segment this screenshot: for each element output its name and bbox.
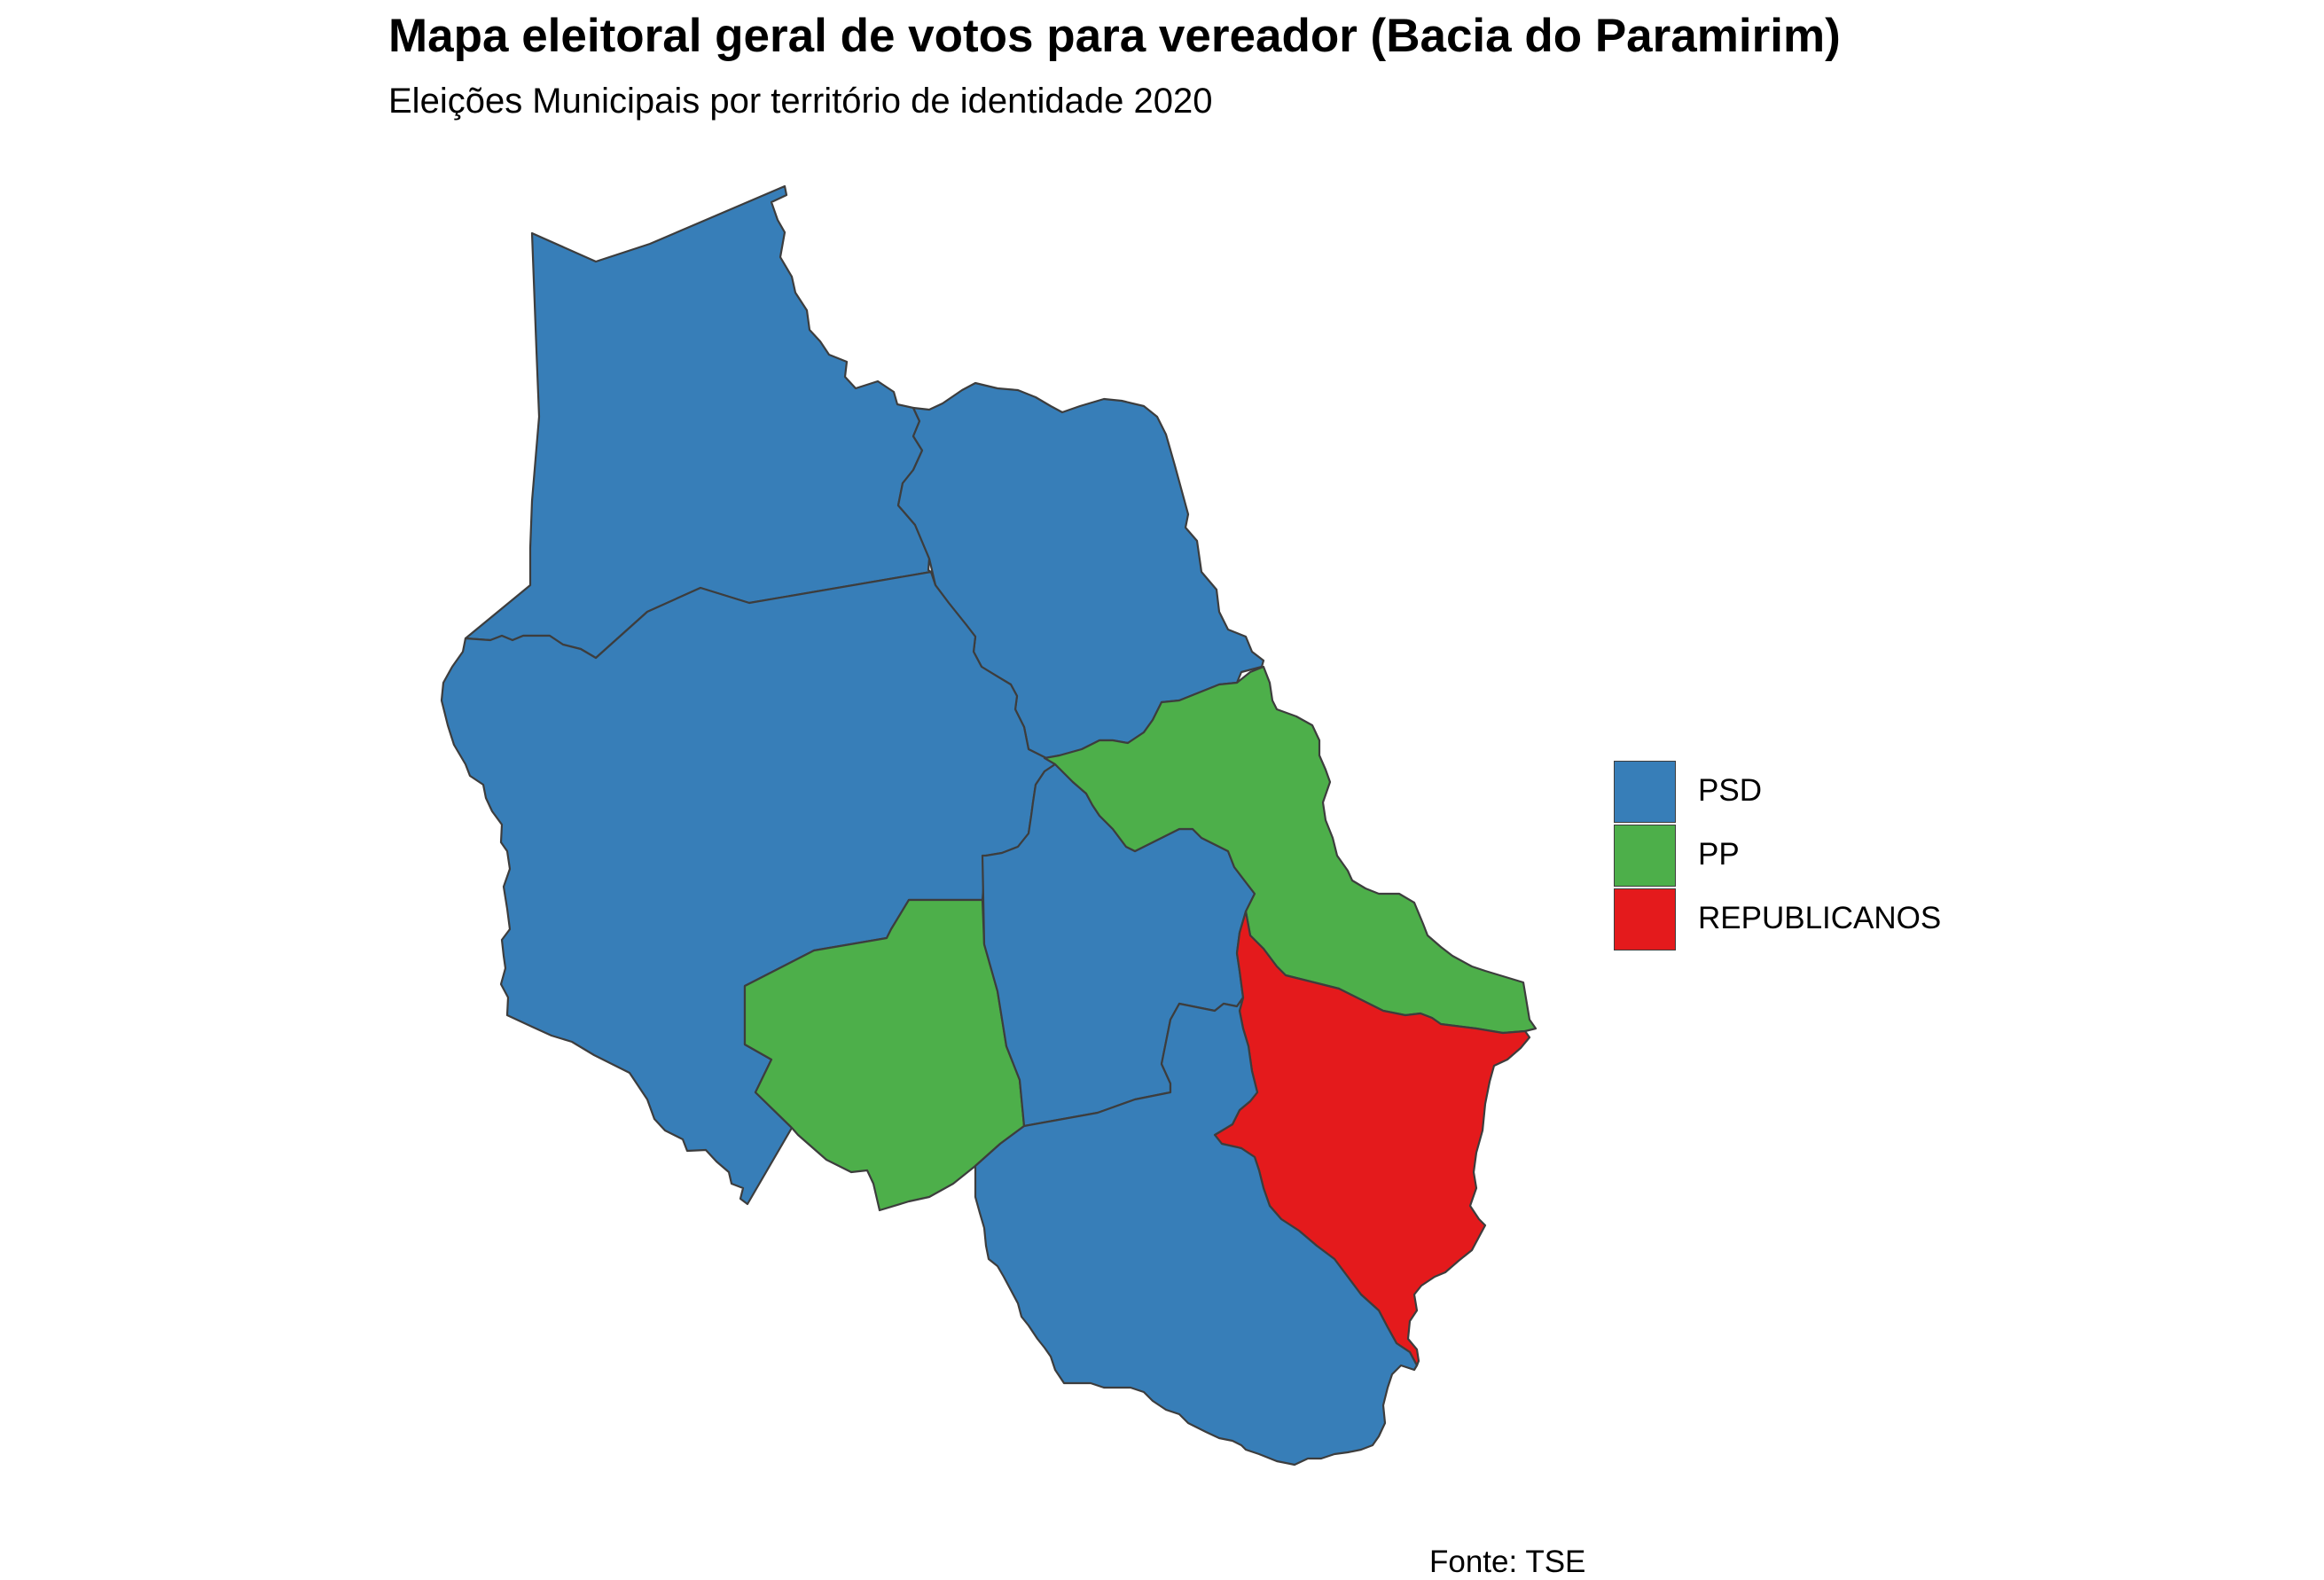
legend-label: REPUBLICANOS [1698,901,1942,935]
municipality-east-green[interactable] [1043,665,1538,1035]
legend-label: PSD [1698,773,1762,808]
legend-swatch [1614,888,1676,950]
municipality-south[interactable] [974,996,1419,1467]
map-subtitle: Eleições Municipais por território de id… [388,82,1213,121]
map-title: Mapa eleitoral geral de votos para verea… [388,10,1841,62]
legend-swatch [1614,825,1676,887]
source-caption: Fonte: TSE [1429,1545,1586,1579]
legend-label: PP [1698,837,1740,872]
legend-swatch [1614,761,1676,823]
